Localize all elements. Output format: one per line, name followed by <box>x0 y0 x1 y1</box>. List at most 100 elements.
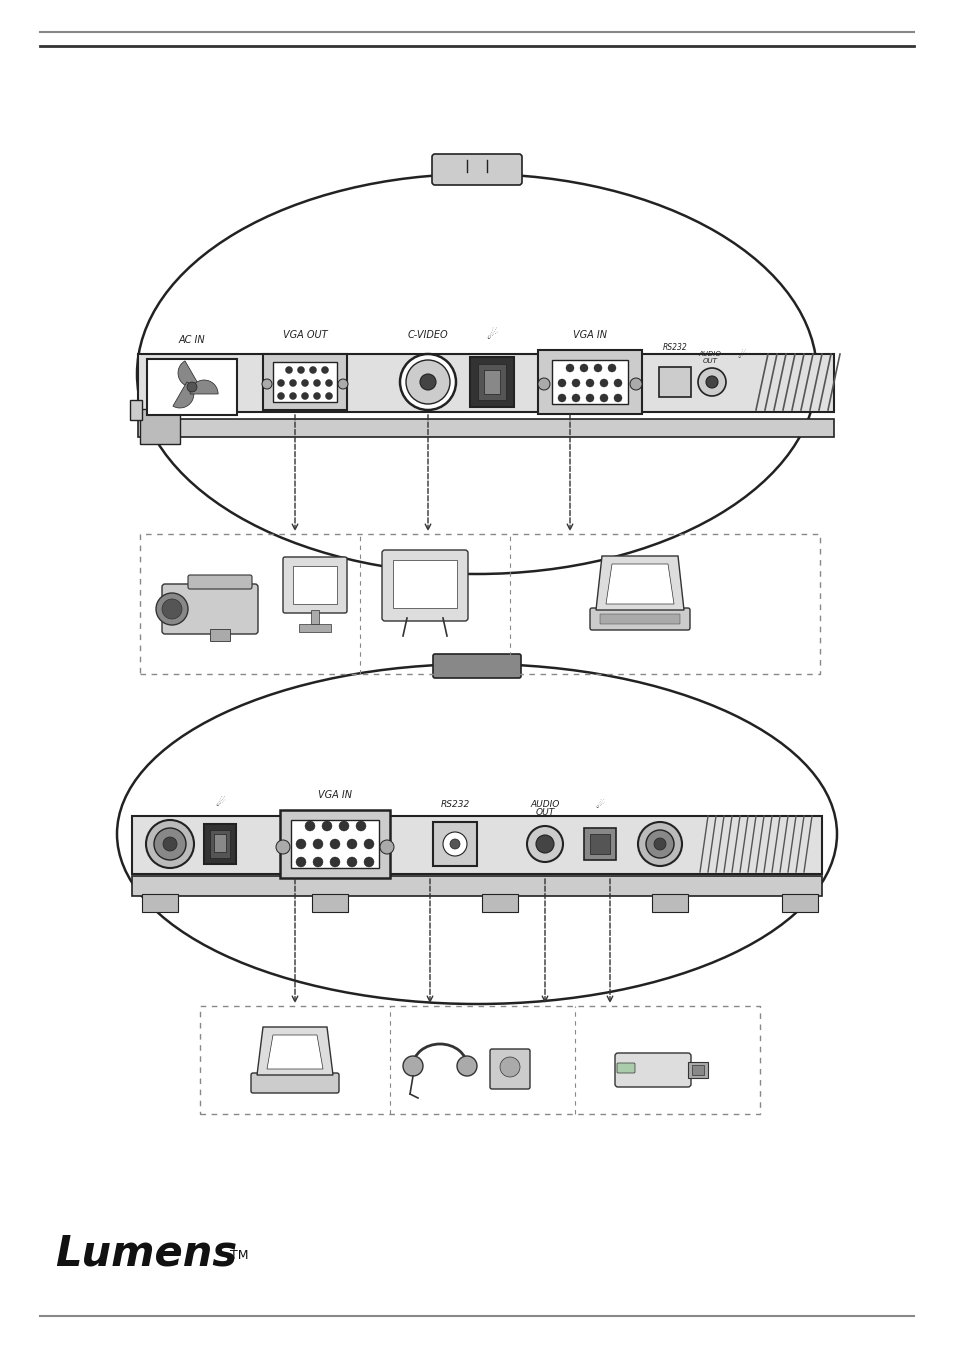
Text: RS232: RS232 <box>440 800 469 808</box>
Circle shape <box>277 393 284 399</box>
Circle shape <box>314 393 320 399</box>
Wedge shape <box>178 362 199 387</box>
Text: TM: TM <box>230 1248 248 1262</box>
Wedge shape <box>190 380 218 394</box>
Bar <box>273 362 336 402</box>
FancyBboxPatch shape <box>283 556 347 613</box>
Circle shape <box>572 379 579 387</box>
Bar <box>312 894 348 913</box>
Circle shape <box>309 367 316 374</box>
Text: VGA IN: VGA IN <box>317 789 352 800</box>
Circle shape <box>301 393 308 399</box>
Circle shape <box>579 364 587 372</box>
Bar <box>138 418 833 437</box>
FancyBboxPatch shape <box>615 1053 690 1087</box>
Bar <box>147 359 236 414</box>
Circle shape <box>499 1057 519 1076</box>
FancyBboxPatch shape <box>251 1072 338 1093</box>
Circle shape <box>321 367 328 374</box>
Circle shape <box>585 394 594 402</box>
Circle shape <box>162 598 182 619</box>
Circle shape <box>558 394 565 402</box>
Text: AC IN: AC IN <box>178 334 205 345</box>
Circle shape <box>330 857 339 867</box>
Bar <box>537 349 641 414</box>
Circle shape <box>146 821 193 868</box>
Text: AUDIO: AUDIO <box>530 800 559 808</box>
Bar <box>477 364 505 399</box>
Circle shape <box>607 364 616 372</box>
Bar <box>470 357 514 408</box>
Circle shape <box>537 378 550 390</box>
Circle shape <box>289 379 296 386</box>
FancyBboxPatch shape <box>188 575 252 589</box>
Bar <box>483 370 499 394</box>
Ellipse shape <box>117 663 836 1005</box>
Circle shape <box>314 379 320 386</box>
Circle shape <box>614 394 621 402</box>
Circle shape <box>364 839 374 849</box>
Text: C-VIDEO: C-VIDEO <box>407 330 448 340</box>
Circle shape <box>645 830 673 858</box>
Circle shape <box>347 839 356 849</box>
Bar <box>142 894 178 913</box>
Bar <box>293 566 336 604</box>
Circle shape <box>526 826 562 862</box>
Bar <box>552 360 627 403</box>
Circle shape <box>406 360 450 403</box>
Circle shape <box>301 379 308 386</box>
Bar <box>132 816 821 873</box>
Polygon shape <box>256 1026 333 1075</box>
Circle shape <box>277 379 284 386</box>
Bar <box>130 399 142 420</box>
FancyBboxPatch shape <box>589 608 689 630</box>
Bar <box>687 1062 707 1078</box>
Polygon shape <box>267 1034 323 1070</box>
Circle shape <box>364 857 374 867</box>
FancyBboxPatch shape <box>432 154 521 185</box>
Circle shape <box>285 367 293 374</box>
Circle shape <box>275 839 290 854</box>
Bar <box>280 810 390 877</box>
Text: ☄: ☄ <box>737 349 745 360</box>
Circle shape <box>638 822 681 867</box>
FancyBboxPatch shape <box>433 654 520 678</box>
Circle shape <box>153 829 186 860</box>
Circle shape <box>599 379 607 387</box>
Bar <box>393 561 456 608</box>
Circle shape <box>355 821 366 831</box>
Bar <box>210 830 230 858</box>
Bar <box>298 624 331 632</box>
Circle shape <box>572 394 579 402</box>
Circle shape <box>156 593 188 626</box>
Circle shape <box>614 379 621 387</box>
FancyBboxPatch shape <box>381 550 468 621</box>
FancyBboxPatch shape <box>617 1063 635 1072</box>
Circle shape <box>347 857 356 867</box>
Circle shape <box>338 821 349 831</box>
Circle shape <box>289 393 296 399</box>
Bar <box>204 825 235 864</box>
Circle shape <box>594 364 601 372</box>
Bar <box>599 613 679 624</box>
Bar <box>138 353 833 412</box>
Circle shape <box>305 821 314 831</box>
Circle shape <box>698 368 725 395</box>
Polygon shape <box>596 556 683 611</box>
Circle shape <box>536 835 554 853</box>
Text: ☄: ☄ <box>595 800 604 810</box>
Circle shape <box>565 364 574 372</box>
Bar <box>210 630 230 640</box>
FancyBboxPatch shape <box>162 584 257 634</box>
Circle shape <box>325 393 333 399</box>
Text: OUT: OUT <box>535 808 554 816</box>
Bar <box>583 829 616 860</box>
Circle shape <box>337 379 348 389</box>
Wedge shape <box>172 382 193 408</box>
Circle shape <box>654 838 665 850</box>
Bar <box>651 894 687 913</box>
Bar <box>213 834 226 852</box>
Circle shape <box>379 839 394 854</box>
Circle shape <box>456 1056 476 1076</box>
Circle shape <box>295 857 306 867</box>
